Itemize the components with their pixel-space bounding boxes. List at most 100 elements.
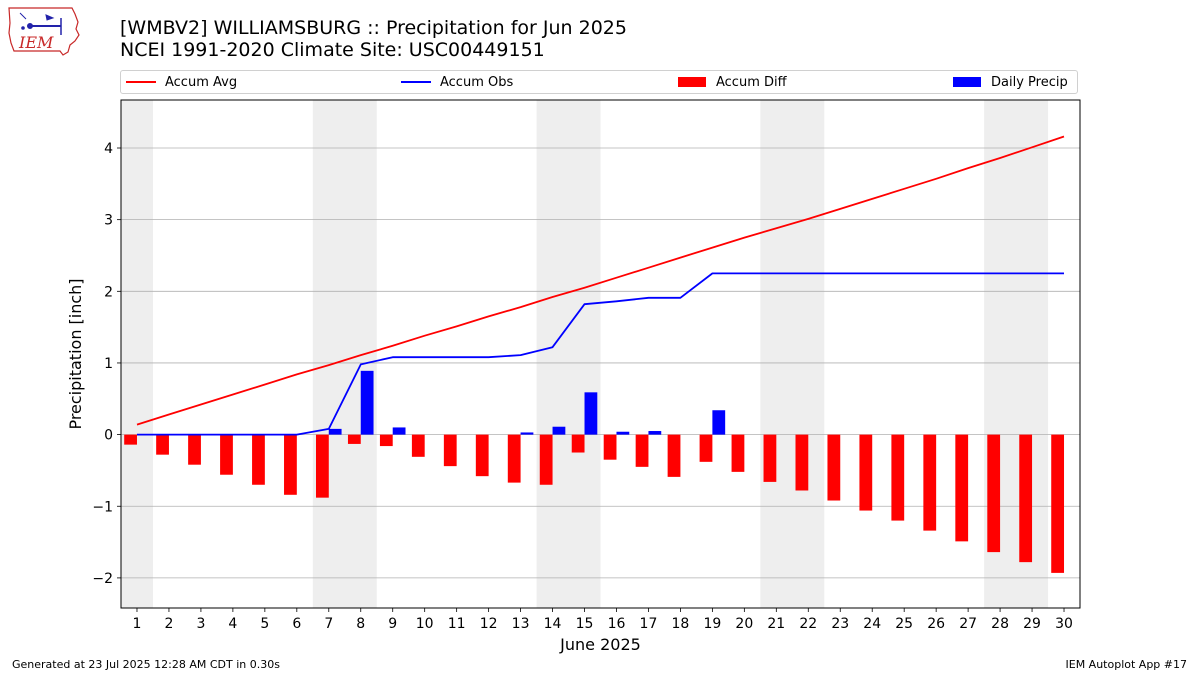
y-tick-label: 1 [104, 356, 113, 372]
daily-precip-bar [584, 392, 598, 435]
x-tick-label: 16 [608, 616, 626, 632]
accum-diff-bar [635, 434, 649, 467]
accum-obs-line [137, 272, 1064, 436]
accum-diff-bar [284, 434, 297, 495]
accum-diff-bar [379, 434, 393, 447]
accum-diff-bar [220, 434, 233, 475]
x-tick-label: 14 [544, 616, 562, 632]
accum-diff-bar [827, 434, 841, 501]
x-tick-label: 19 [703, 616, 721, 632]
legend-item-accum-avg: Accum Avg [126, 71, 237, 93]
x-tick-label: 15 [576, 616, 594, 632]
legend-item-accum-obs: Accum Obs [401, 71, 513, 93]
accum-diff-bar [731, 434, 745, 472]
x-tick-label: 25 [895, 616, 913, 632]
weather-station-icon [19, 12, 62, 35]
legend-item-accum-diff: Accum Diff [678, 71, 787, 93]
daily-precip-bar [360, 370, 374, 435]
daily-precip-bar [392, 427, 406, 435]
chart-legend: Accum Avg Accum Obs Accum Diff Daily Pre… [120, 70, 1078, 94]
x-tick-label: 18 [672, 616, 690, 632]
legend-swatch-accum-diff [678, 77, 706, 87]
x-tick-label: 17 [640, 616, 658, 632]
accum-diff-bar [571, 434, 585, 453]
title-line-2: NCEI 1991-2020 Climate Site: USC00449151 [120, 39, 545, 61]
footer-generated: Generated at 23 Jul 2025 12:28 AM CDT in… [12, 658, 280, 671]
weekend-shade-3 [760, 100, 825, 608]
y-tick-label: −1 [92, 499, 113, 515]
legend-label-accum-diff: Accum Diff [716, 74, 787, 90]
accum-diff-bar [891, 434, 905, 521]
x-tick-label: 4 [228, 616, 237, 632]
accum-diff-bar [667, 434, 681, 477]
legend-swatch-accum-obs [401, 81, 431, 83]
accum-diff-bar [124, 434, 137, 445]
iem-logo: IEM [8, 7, 80, 56]
accum-diff-bar [443, 434, 457, 467]
legend-swatch-daily-precip [953, 77, 981, 87]
x-tick-label: 29 [1023, 616, 1041, 632]
accum-diff-bar [859, 434, 873, 511]
x-tick-label: 12 [480, 616, 498, 632]
accum-diff-bar [699, 434, 713, 462]
daily-precip-bar [520, 432, 534, 435]
x-tick-label: 30 [1055, 616, 1073, 632]
y-tick-label: 0 [104, 428, 113, 444]
y-tick-label: 3 [104, 213, 113, 229]
accum-diff-bar [1051, 434, 1065, 573]
weekend-shade-2 [536, 100, 601, 608]
x-tick-label: 27 [959, 616, 977, 632]
y-tick-label: −2 [92, 571, 113, 587]
accum-diff-bar [795, 434, 809, 491]
x-tick-label: 23 [831, 616, 849, 632]
accum-diff-bar [987, 434, 1001, 553]
x-tick-label: 10 [416, 616, 434, 632]
accum-diff-bar [252, 434, 265, 485]
x-tick-label: 6 [292, 616, 301, 632]
x-tick-label: 11 [448, 616, 466, 632]
accum-diff-bar [411, 434, 425, 457]
x-tick-label: 28 [991, 616, 1009, 632]
x-tick-label: 13 [512, 616, 530, 632]
chart-title: [WMBV2] WILLIAMSBURG :: Precipitation fo… [120, 17, 627, 61]
accum-avg-line [136, 135, 1065, 426]
x-tick-label: 20 [735, 616, 753, 632]
x-tick-label: 1 [133, 616, 142, 632]
title-line-1: [WMBV2] WILLIAMSBURG :: Precipitation fo… [120, 17, 627, 39]
x-tick-label: 7 [324, 616, 333, 632]
daily-precip-bar [648, 431, 662, 435]
y-tick-label: 2 [104, 284, 113, 300]
accum-diff-bar [315, 434, 329, 498]
accum-diff-bar [475, 434, 489, 477]
x-tick-label: 22 [799, 616, 817, 632]
weekend-shade-0 [121, 100, 153, 608]
logo-text: IEM [18, 33, 54, 52]
accum-diff-bar [955, 434, 969, 542]
x-tick-label: 9 [388, 616, 397, 632]
footer-app-name: IEM Autoplot App #17 [1065, 658, 1188, 671]
accum-diff-bar [188, 434, 201, 465]
daily-precip-bar [328, 428, 342, 435]
x-tick-label: 24 [863, 616, 881, 632]
daily-precip-bar [712, 410, 726, 435]
x-tick-label: 26 [927, 616, 945, 632]
accum-diff-bar [347, 434, 361, 444]
legend-label-daily-precip: Daily Precip [991, 74, 1068, 90]
legend-swatch-accum-avg [126, 81, 156, 83]
legend-item-daily-precip: Daily Precip [953, 71, 1068, 93]
y-tick-label: 4 [104, 141, 113, 157]
iowa-outline-icon [8, 7, 80, 56]
accum-diff-bar [603, 434, 617, 460]
legend-label-accum-obs: Accum Obs [440, 74, 514, 90]
x-tick-label: 21 [767, 616, 785, 632]
x-axis-label: June 2025 [559, 635, 641, 654]
legend-label-accum-avg: Accum Avg [165, 74, 238, 90]
x-tick-label: 5 [260, 616, 269, 632]
accum-diff-bar [539, 434, 553, 485]
plot-frame [120, 99, 1081, 609]
accum-diff-bar [1019, 434, 1033, 563]
accum-diff-bar [763, 434, 777, 482]
accum-diff-bar [923, 434, 937, 531]
accum-diff-bar [156, 434, 169, 455]
